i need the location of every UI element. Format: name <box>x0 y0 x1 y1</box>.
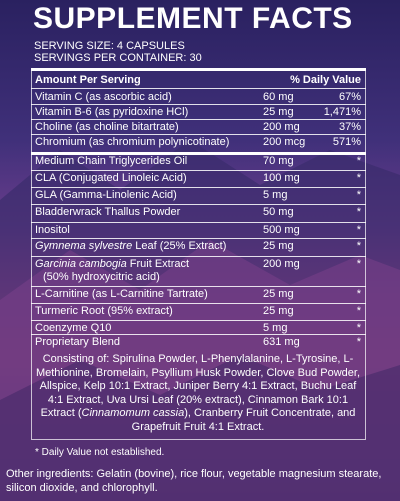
nutrient-label: Chromium (as chromium polynicotinate) <box>35 136 230 148</box>
nutrient-label: Coenzyme Q10 <box>35 322 112 334</box>
servings-per-container: SERVINGS PER CONTAINER: 30 <box>34 52 202 64</box>
nutrient-amount: 200 mcg <box>263 136 306 148</box>
row-divider <box>31 152 366 155</box>
nutrient-name: L-Carnitine (as L-Carnitine Tartrate) <box>35 288 208 301</box>
nutrient-label: GLA (Gamma-Linolenic Acid) <box>35 189 177 201</box>
nutrient-daily-value: * <box>356 172 361 184</box>
nutrient-label: Leaf (25% Extract) <box>132 240 227 252</box>
row-divider <box>31 134 366 135</box>
nutrient-amount: 70 mg <box>263 155 294 167</box>
nutrient-daily-value: * <box>356 155 361 167</box>
row-divider <box>31 256 366 257</box>
nutrient-name: Inositol <box>35 224 70 237</box>
nutrient-name: Garcinia cambogia Fruit Extract (50% hydr… <box>35 258 189 284</box>
other-ingredients: Other ingredients: Gelatin (bovine), ric… <box>6 468 382 494</box>
panel-title: SUPPLEMENT FACTS <box>33 2 353 35</box>
divider <box>31 88 366 89</box>
row-divider <box>31 334 366 335</box>
nutrient-daily-value: * <box>356 322 361 334</box>
nutrient-label: CLA (Conjugated Linoleic Acid) <box>35 172 187 184</box>
nutrient-subtext: (50% hydroxycitric acid) <box>43 271 160 283</box>
daily-value-footnote: * Daily Value not established. <box>35 447 165 458</box>
amount-per-serving-header: Amount Per Serving <box>35 74 141 86</box>
nutrient-name: Coenzyme Q10 <box>35 322 111 335</box>
nutrient-label: Proprietary Blend <box>35 336 120 348</box>
nutrient-label: Inositol <box>35 224 70 236</box>
nutrient-name: Gymnema sylvestre Leaf (25% Extract) <box>35 240 226 253</box>
nutrient-daily-value: * <box>356 240 361 252</box>
blend-italic-name: Cinnamomum cassia <box>81 407 185 419</box>
nutrient-amount: 5 mg <box>263 189 288 201</box>
nutrient-daily-value: * <box>356 336 361 348</box>
blend-text-end: ), Cranberry Fruit Concentrate, and Grap… <box>131 407 356 433</box>
nutrient-amount: 25 mg <box>263 305 294 317</box>
nutrient-amount: 25 mg <box>263 106 294 118</box>
nutrient-label: Vitamin B-6 (as pyridoxine HCl) <box>35 106 189 118</box>
row-divider <box>31 222 366 223</box>
row-divider <box>31 119 366 120</box>
row-divider <box>31 286 366 287</box>
nutrient-amount: 5 mg <box>263 322 288 334</box>
nutrient-label: Vitamin C (as ascorbic acid) <box>35 91 172 103</box>
nutrient-name: Vitamin B-6 (as pyridoxine HCl) <box>35 106 188 119</box>
row-divider <box>31 238 366 239</box>
nutrient-label: L-Carnitine (as L-Carnitine Tartrate) <box>35 288 208 300</box>
nutrient-name: GLA (Gamma-Linolenic Acid) <box>35 189 177 202</box>
nutrient-daily-value: * <box>356 288 361 300</box>
nutrient-name: Turmeric Root (95% extract) <box>35 305 173 318</box>
nutrient-daily-value: 67% <box>338 91 361 103</box>
nutrient-amount: 200 mg <box>263 258 300 270</box>
nutrient-latin-name: Gymnema sylvestre <box>35 240 133 252</box>
nutrient-latin-name: Garcinia cambogia <box>35 258 127 270</box>
nutrient-amount: 50 mg <box>263 206 294 218</box>
nutrient-name: Vitamin C (as ascorbic acid) <box>35 91 172 104</box>
blend-text: Consisting of: Spirulina Powder, L-Pheny… <box>35 353 361 419</box>
daily-value-header: % Daily Value <box>290 74 361 86</box>
nutrient-daily-value: * <box>356 189 361 201</box>
nutrient-name: Bladderwrack Thallus Powder <box>35 206 180 219</box>
nutrient-label: Fruit Extract <box>126 258 190 270</box>
row-divider <box>31 104 366 105</box>
nutrient-amount: 25 mg <box>263 240 294 252</box>
nutrient-daily-value: * <box>356 305 361 317</box>
serving-size: SERVING SIZE: 4 CAPSULES <box>34 40 185 52</box>
nutrient-name: Proprietary Blend <box>35 336 120 349</box>
nutrient-daily-value: 1,471% <box>323 106 361 118</box>
row-divider <box>31 303 366 304</box>
nutrient-daily-value: 571% <box>332 136 361 148</box>
nutrient-amount: 25 mg <box>263 288 294 300</box>
nutrient-name: CLA (Conjugated Linoleic Acid) <box>35 172 187 185</box>
nutrient-amount: 631 mg <box>263 336 300 348</box>
proprietary-blend-ingredients: Consisting of: Spirulina Powder, L-Pheny… <box>35 353 361 434</box>
row-divider <box>31 320 366 321</box>
nutrient-daily-value: * <box>356 224 361 236</box>
row-divider <box>31 204 366 205</box>
nutrient-label: Bladderwrack Thallus Powder <box>35 206 181 218</box>
nutrient-label: Turmeric Root (95% extract) <box>35 305 173 317</box>
nutrient-amount: 500 mg <box>263 224 300 236</box>
nutrient-daily-value: 37% <box>338 121 361 133</box>
row-divider <box>31 187 366 188</box>
top-divider <box>31 68 366 71</box>
nutrient-daily-value: * <box>356 258 361 270</box>
nutrient-name: Chromium (as chromium polynicotinate) <box>35 136 229 149</box>
nutrient-amount: 200 mg <box>263 121 300 133</box>
nutrient-amount: 60 mg <box>263 91 294 103</box>
nutrient-amount: 100 mg <box>263 172 300 184</box>
nutrient-name: Medium Chain Triglycerides Oil <box>35 155 187 168</box>
row-divider <box>31 170 366 171</box>
nutrient-label: Medium Chain Triglycerides Oil <box>35 155 188 167</box>
nutrient-daily-value: * <box>356 206 361 218</box>
nutrient-label: Choline (as choline bitartrate) <box>35 121 179 133</box>
nutrient-name: Choline (as choline bitartrate) <box>35 121 179 134</box>
